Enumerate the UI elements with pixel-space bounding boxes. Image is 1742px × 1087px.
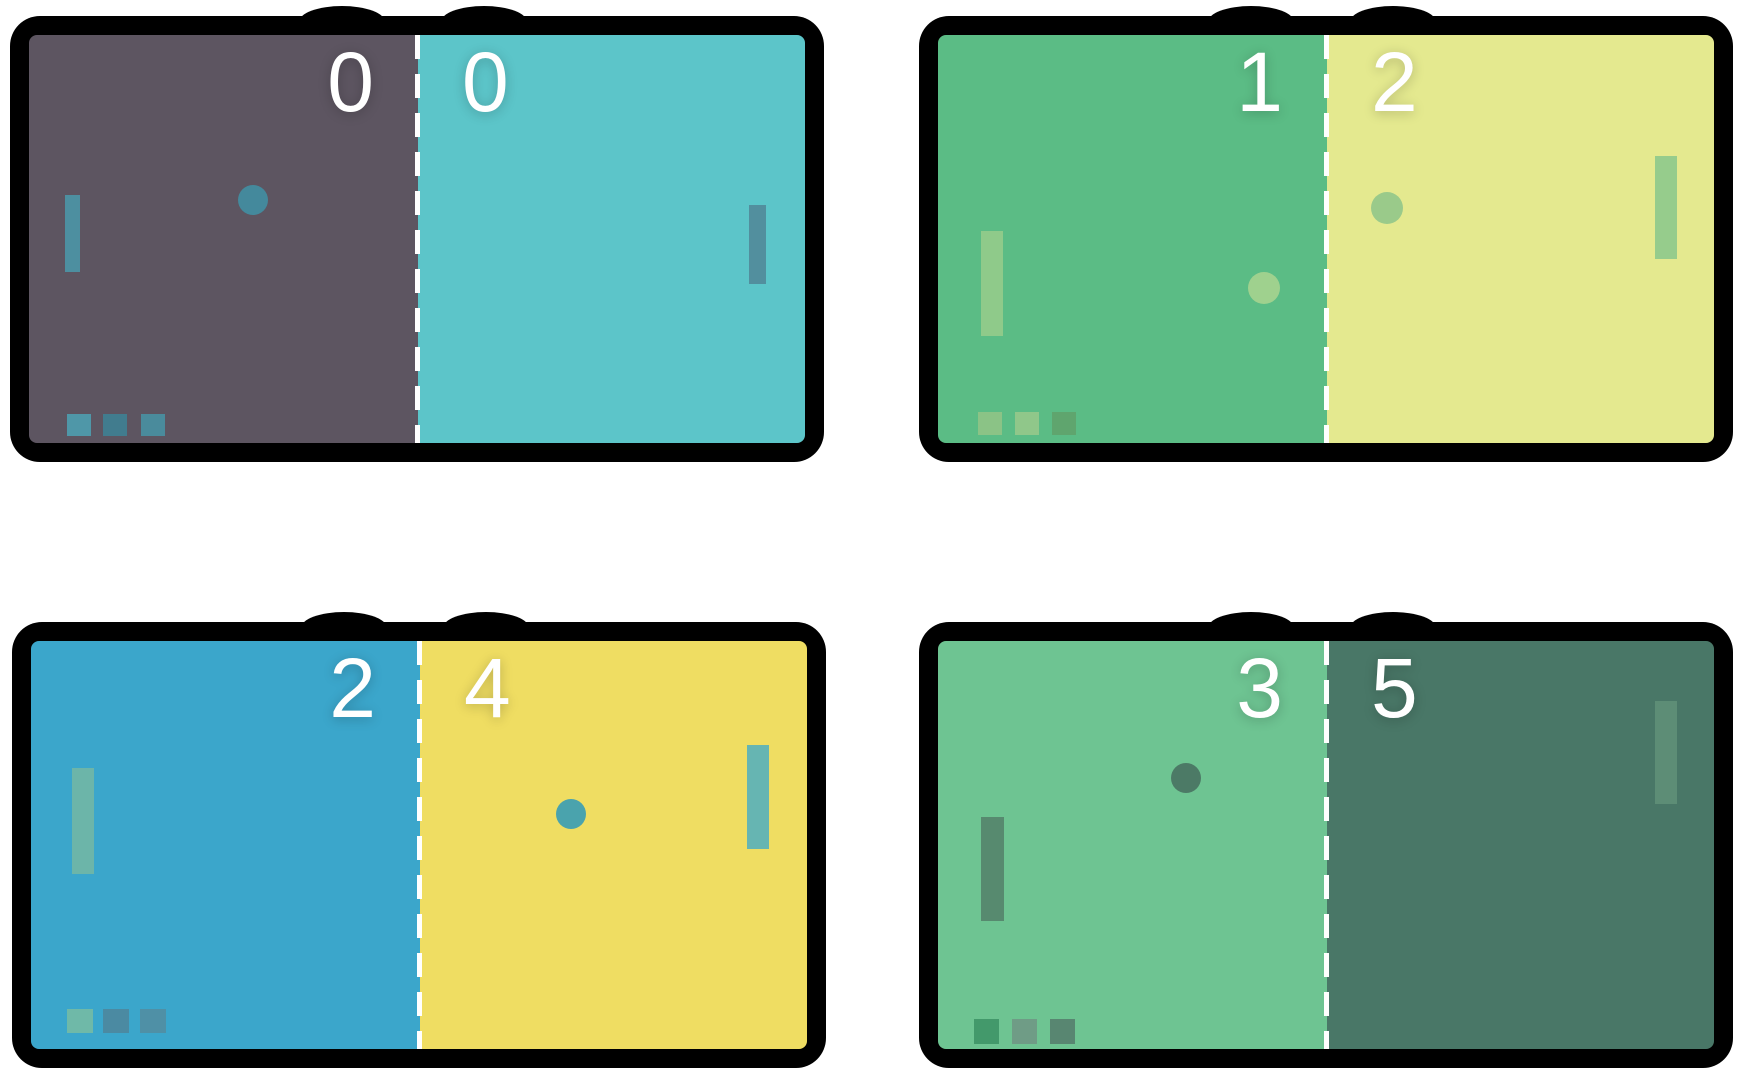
life-square: [974, 1019, 999, 1044]
life-square: [141, 414, 165, 436]
frame-bump-left: [299, 6, 385, 38]
center-net-line: [415, 35, 420, 443]
center-net-line: [417, 641, 422, 1049]
center-net-line: [1324, 641, 1329, 1049]
right-player-score: 5: [1371, 641, 1418, 735]
left-paddle[interactable]: [981, 231, 1003, 336]
pong-ball: [1171, 763, 1201, 793]
left-player-score: 0: [327, 35, 374, 129]
left-player-score: 3: [1236, 641, 1283, 735]
center-net-line: [1324, 35, 1329, 443]
frame-bump-right: [443, 612, 529, 644]
pong-ball: [1371, 192, 1403, 224]
life-square: [1015, 412, 1039, 435]
frame-bump-right: [1350, 6, 1436, 38]
right-player-score: 2: [1371, 35, 1418, 129]
left-paddle[interactable]: [72, 768, 94, 874]
life-square: [140, 1009, 166, 1033]
right-paddle[interactable]: [1655, 701, 1677, 804]
right-paddle[interactable]: [1655, 156, 1677, 259]
life-square: [67, 414, 91, 436]
pong-ball: [238, 185, 268, 215]
frame-bump-left: [1208, 612, 1294, 644]
right-player-score: 4: [464, 641, 511, 735]
life-square: [1050, 1019, 1075, 1044]
frame-bump-right: [1350, 612, 1436, 644]
frame-bump-right: [441, 6, 527, 38]
life-square: [978, 412, 1002, 435]
frame-bump-left: [1208, 6, 1294, 38]
left-paddle[interactable]: [981, 817, 1004, 921]
right-paddle[interactable]: [749, 205, 766, 284]
right-player-score: 0: [462, 35, 509, 129]
left-paddle[interactable]: [65, 195, 80, 272]
life-square: [1052, 412, 1076, 435]
left-player-score: 1: [1236, 35, 1283, 129]
left-player-score: 2: [329, 641, 376, 735]
right-paddle[interactable]: [747, 745, 769, 849]
life-square: [1012, 1019, 1037, 1044]
pong-ball: [556, 799, 586, 829]
life-square: [103, 1009, 129, 1033]
frame-bump-left: [301, 612, 387, 644]
pong-ball: [1248, 272, 1280, 304]
life-square: [67, 1009, 93, 1033]
life-square: [103, 414, 127, 436]
